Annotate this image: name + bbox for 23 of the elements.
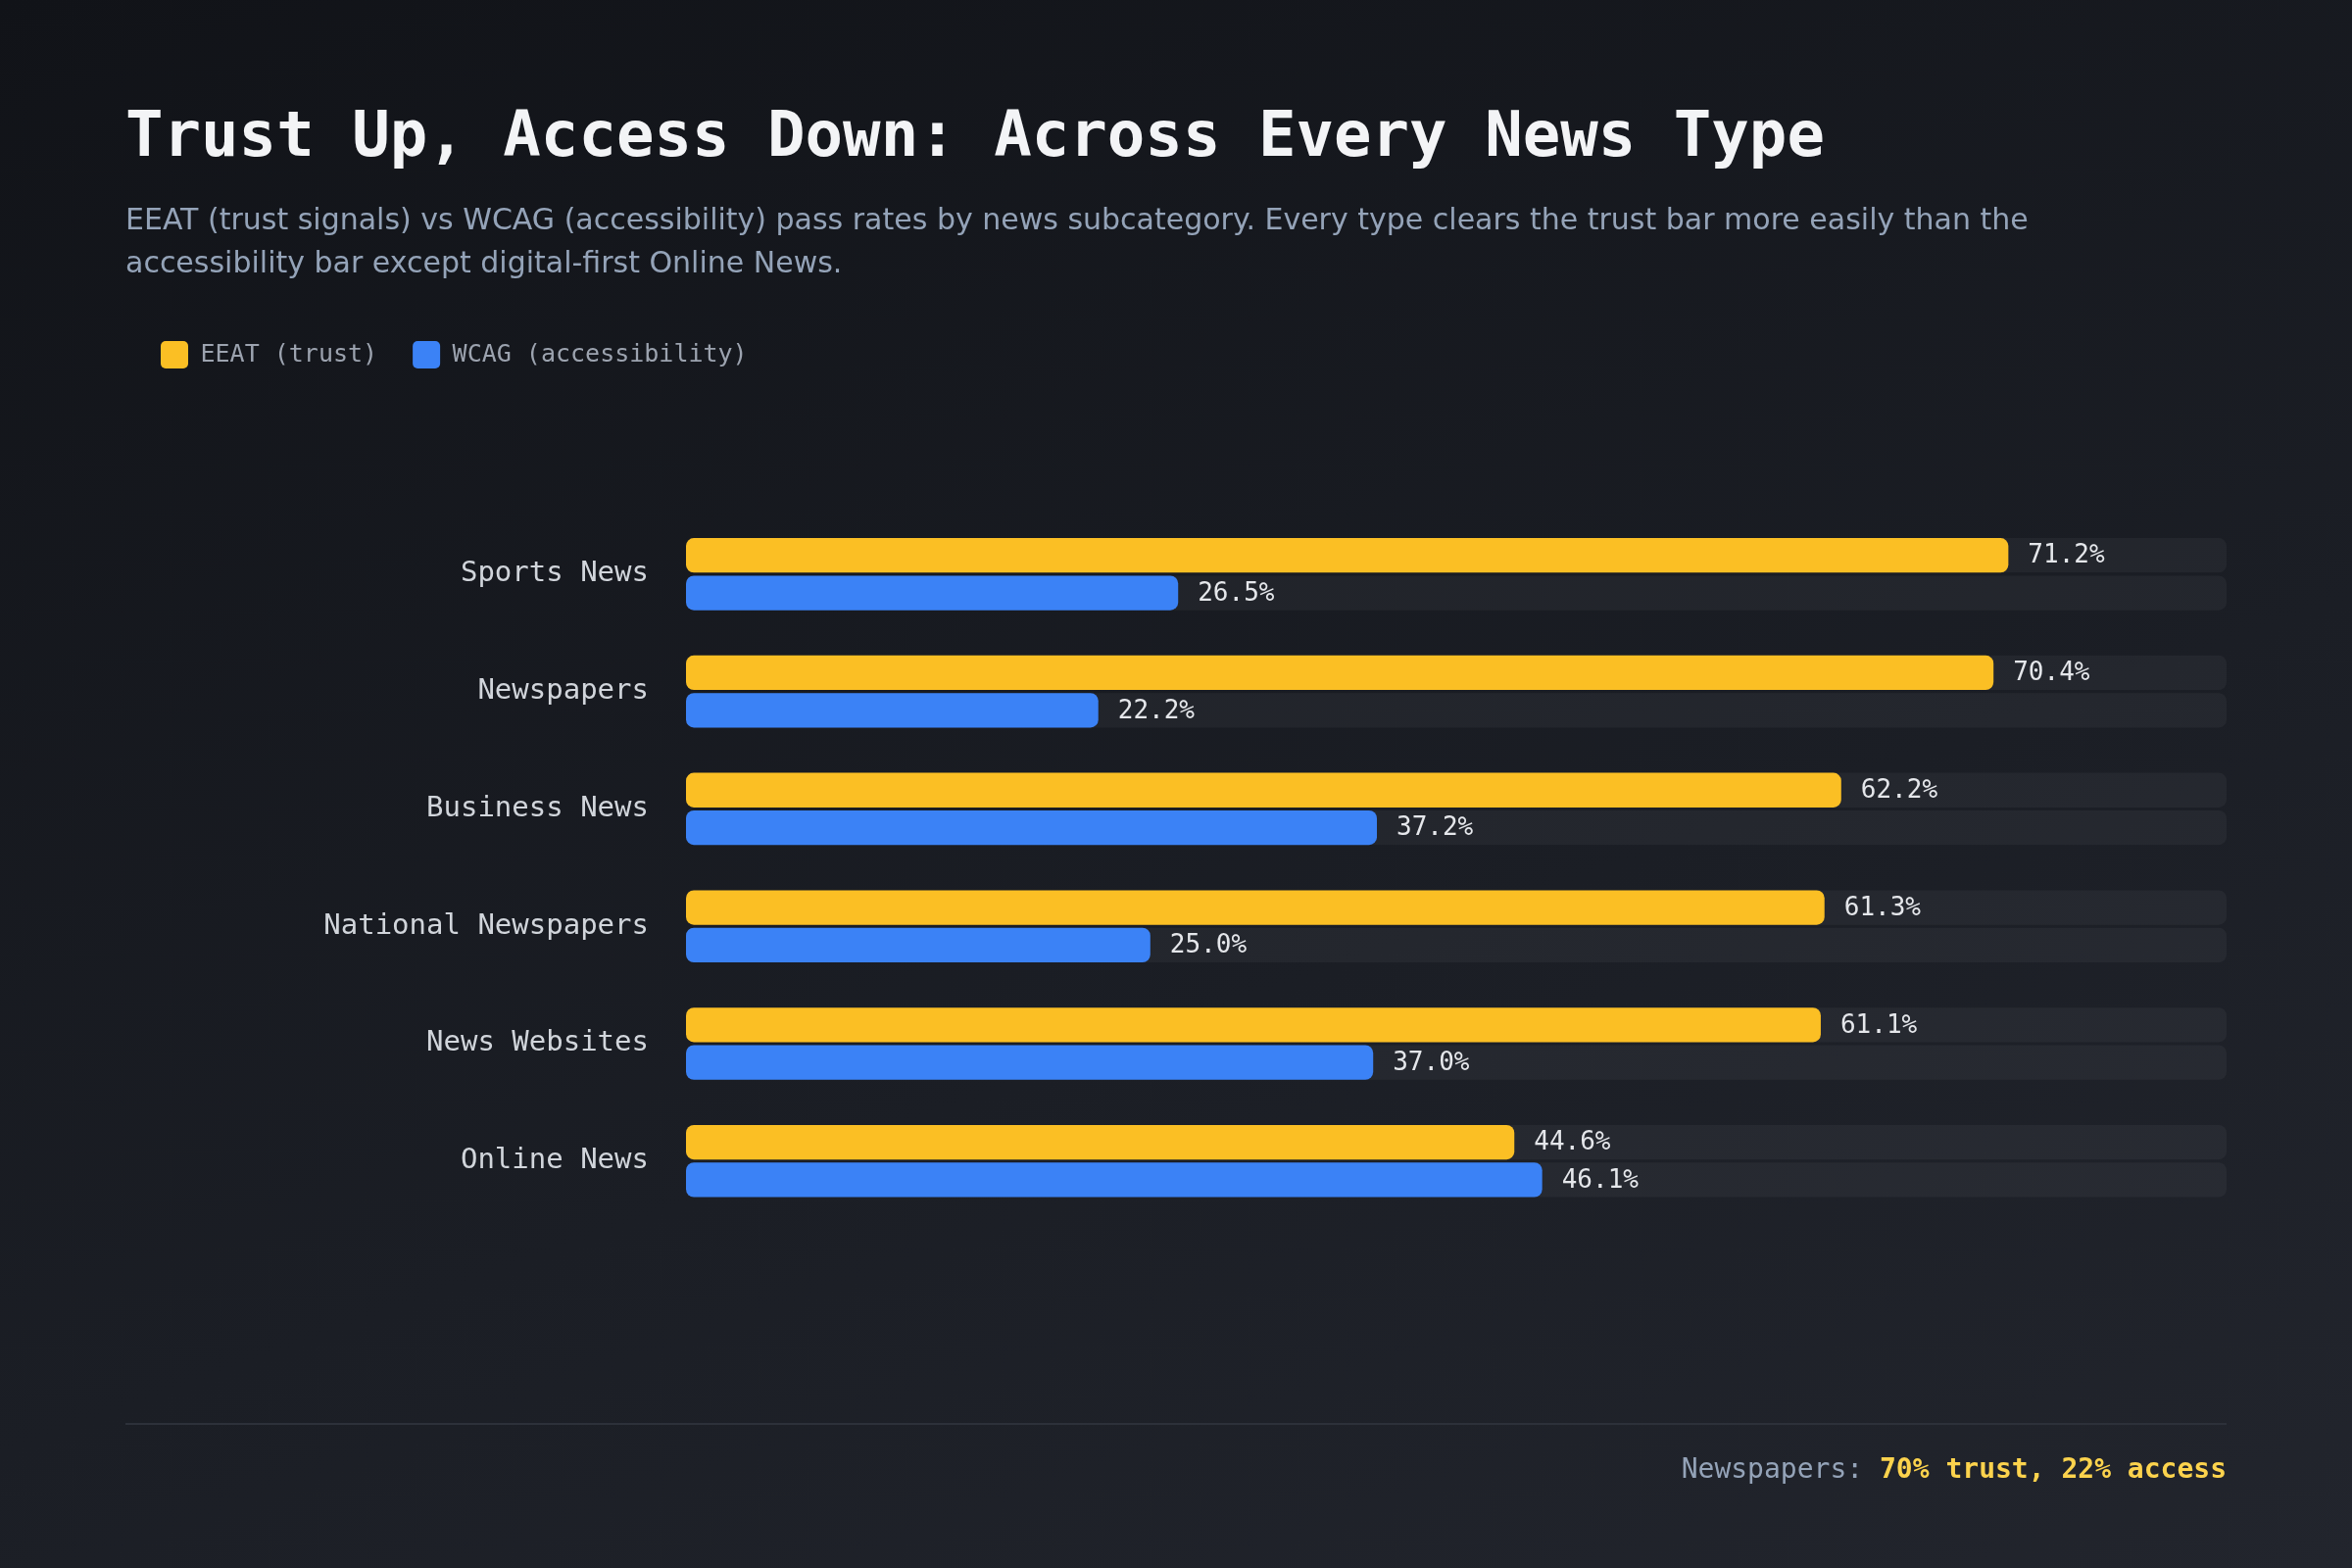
data-label: 26.5% bbox=[1198, 576, 1275, 607]
y-tick-label: Online News bbox=[460, 1142, 649, 1176]
data-label: 70.4% bbox=[2013, 657, 2090, 687]
data-label: 22.2% bbox=[1117, 694, 1196, 724]
data-label: 46.1% bbox=[1561, 1163, 1640, 1194]
data-label: 61.3% bbox=[1843, 891, 1922, 921]
data-label: 25.0% bbox=[1169, 929, 1248, 959]
chart-subtitle: EEAT (trust signals) vs WCAG (accessibility) pass rates by news subcategory. Every type clears the trust bar more easily than the accessibility bar except digital-first Online News. bbox=[125, 201, 2030, 281]
y-tick-label: Sports News bbox=[460, 555, 649, 589]
y-tick-label: News Websites bbox=[426, 1024, 649, 1058]
y-tick-label: Newspapers bbox=[477, 672, 649, 707]
legend-label: EEAT (trust) bbox=[200, 338, 378, 368]
data-label: 62.2% bbox=[1860, 774, 1938, 804]
y-tick-label: National Newspapers bbox=[323, 906, 649, 941]
chart-title: Trust Up, Access Down: Across Every News Type bbox=[125, 98, 1826, 171]
text: Newspapers: 70% trust, 22% access bbox=[1681, 1452, 2227, 1485]
legend-label: WCAG (accessibility) bbox=[452, 338, 748, 368]
data-label: 44.6% bbox=[1534, 1126, 1611, 1156]
data-label: 71.2% bbox=[2028, 539, 2105, 569]
y-tick-label: Business News bbox=[426, 789, 649, 823]
data-label: 37.2% bbox=[1396, 811, 1474, 842]
data-label: 61.1% bbox=[1839, 1008, 1918, 1039]
data-label: 37.0% bbox=[1393, 1046, 1470, 1076]
